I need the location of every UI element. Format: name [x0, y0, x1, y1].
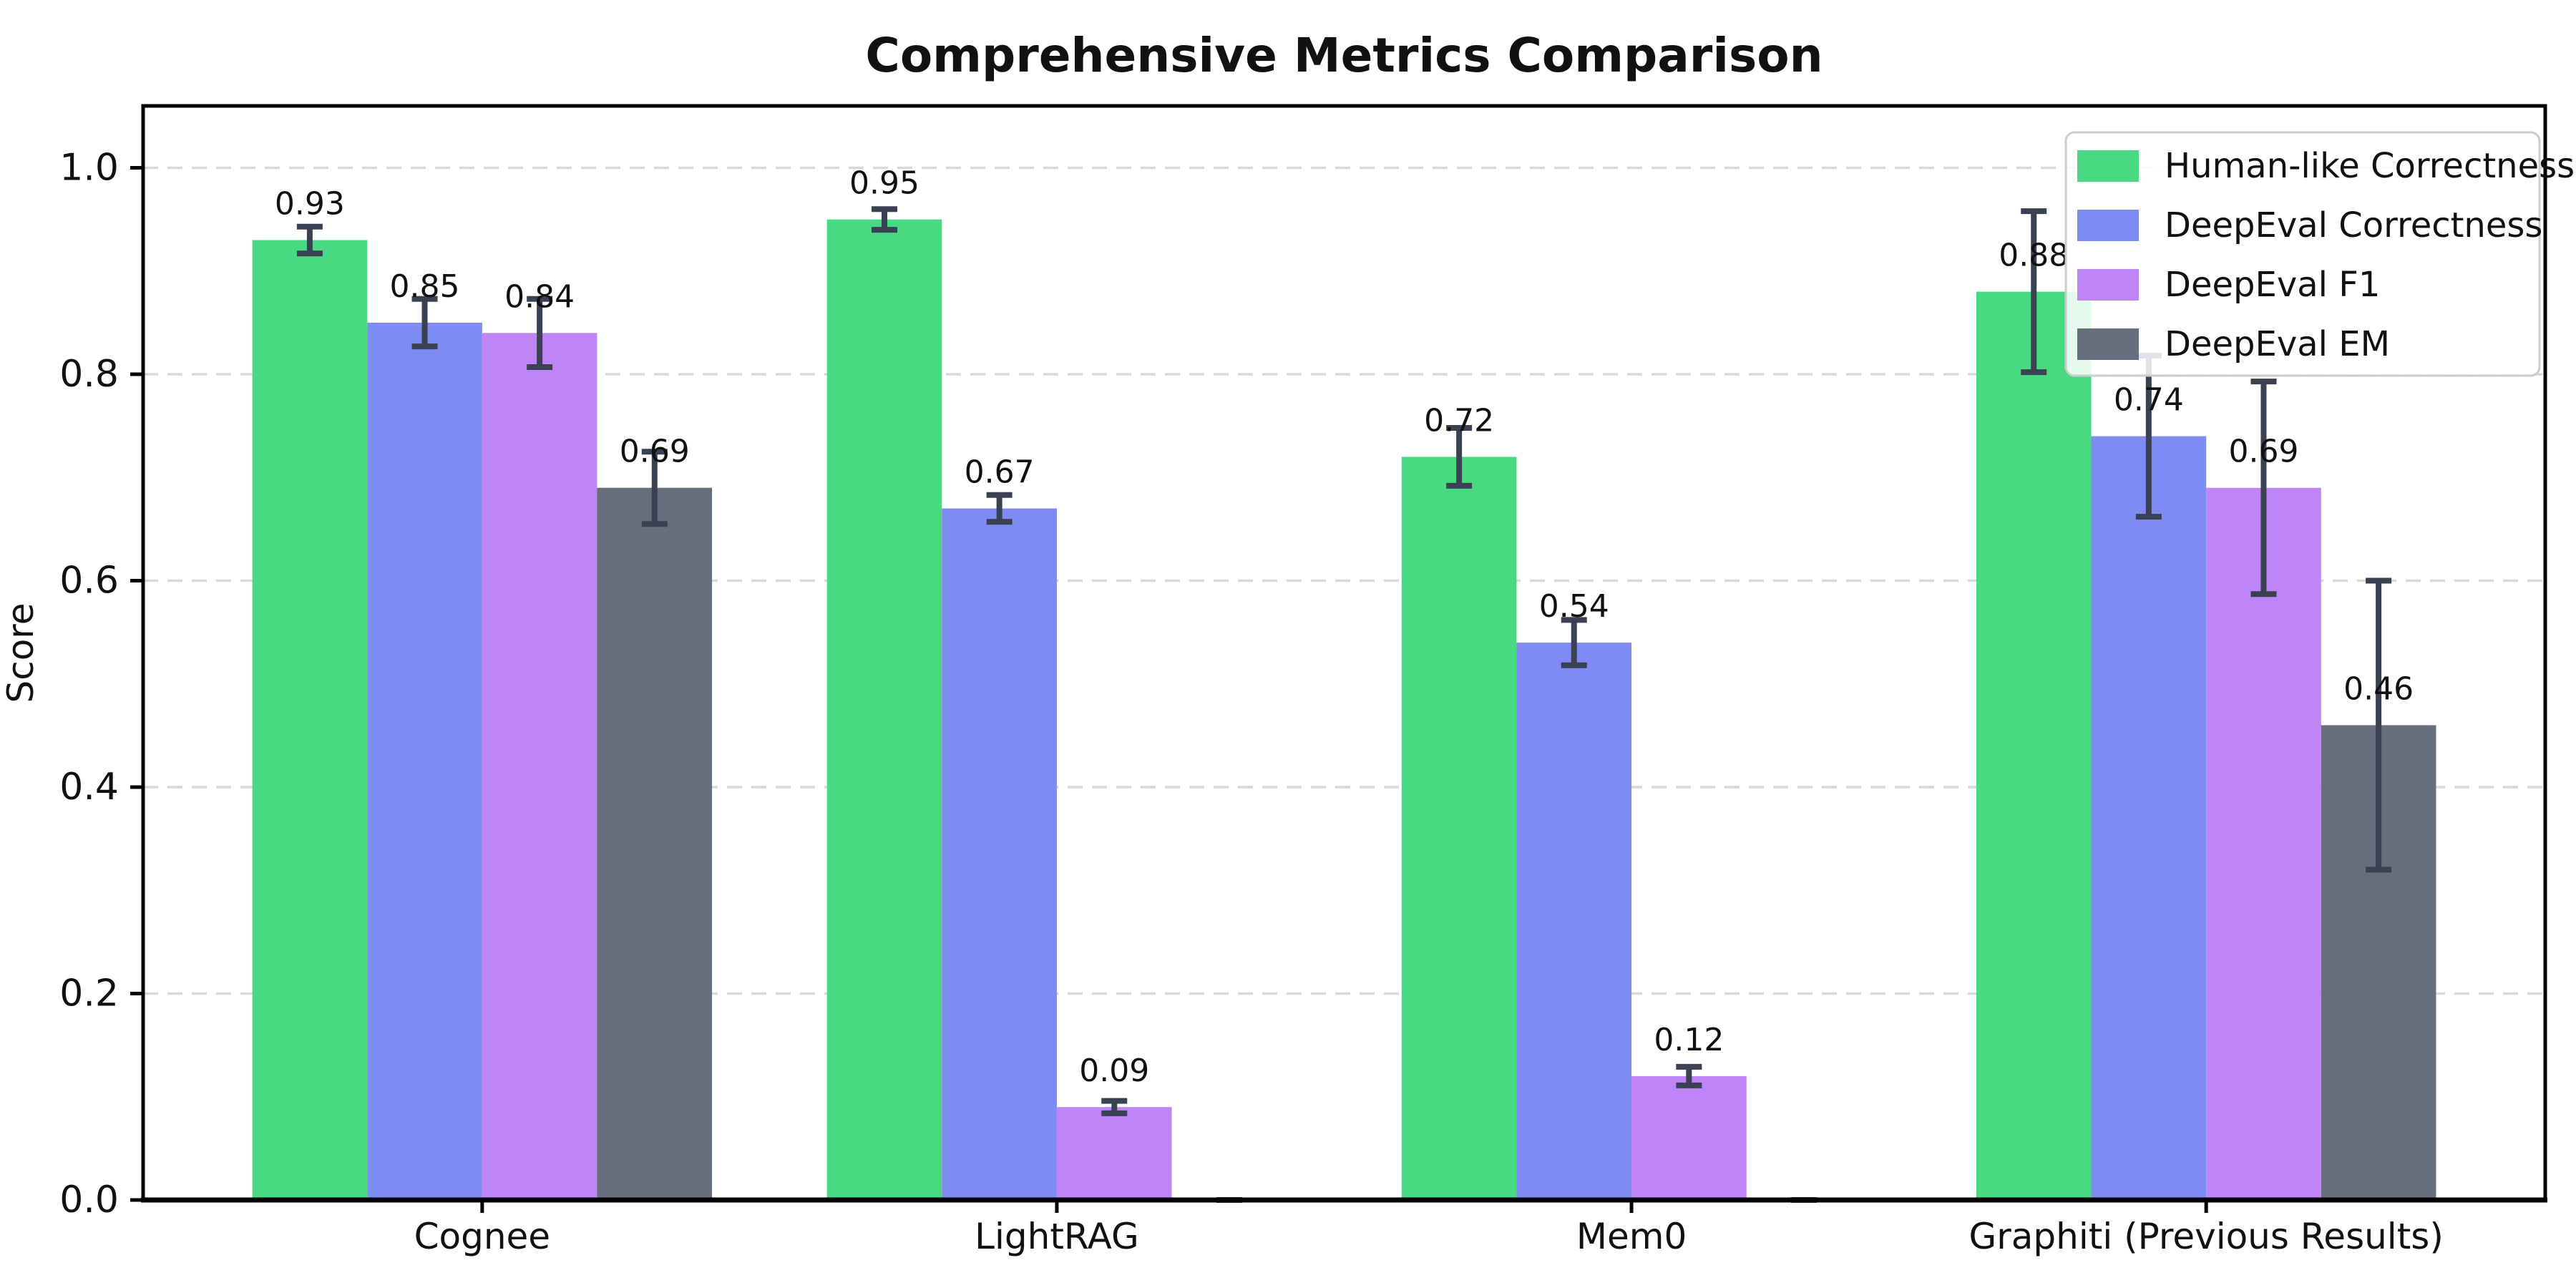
bar: [1056, 1107, 1172, 1200]
legend-swatch: [2077, 269, 2139, 301]
bar: [2091, 436, 2207, 1200]
bar: [1631, 1075, 1747, 1200]
series-2: [367, 322, 2207, 1201]
bar-value-label: 0.54: [1539, 588, 1609, 625]
bar-value-label: 0.88: [1999, 238, 2069, 274]
legend-label: DeepEval F1: [2165, 265, 2380, 305]
bar-value-label: 0.09: [1079, 1053, 1149, 1089]
bar: [597, 487, 713, 1200]
x-tick-label: Graphiti (Previous Results): [1968, 1216, 2443, 1257]
bar-value-label: 0.74: [2114, 382, 2184, 419]
bar: [1401, 457, 1517, 1200]
bar: [1516, 643, 1632, 1200]
y-tick-label: 0.4: [59, 766, 119, 809]
y-tick-label: 0.6: [59, 560, 119, 602]
bar: [367, 322, 482, 1201]
bar: [2206, 487, 2321, 1200]
legend: Human-like Correctness DeepEval Correctne…: [2064, 131, 2575, 377]
bar: [826, 219, 942, 1200]
bar-value-label: 0.72: [1424, 402, 1494, 439]
chart-title: Comprehensive Metrics Comparison: [865, 28, 1823, 83]
series-4: [597, 487, 2436, 1200]
y-axis: 0.0 0.2 0.4 0.6 0.8 1.0: [59, 147, 143, 1221]
bar-value-label: 0.84: [504, 278, 575, 315]
bar-value-label: 0.85: [390, 268, 460, 305]
legend-swatch: [2077, 210, 2139, 241]
legend-label: Human-like Correctness: [2165, 146, 2575, 186]
bar: [942, 508, 1057, 1200]
error-bars: [296, 206, 2392, 1203]
legend-swatch: [2077, 150, 2139, 182]
bar-value-labels: 0.93 0.95 0.72 0.88 0.85 0.67 0.54 0.74 0.84 0.09…: [275, 165, 2414, 1090]
y-tick-label: 0.8: [59, 353, 119, 396]
y-tick-label: 0.0: [59, 1179, 119, 1221]
legend-label: DeepEval EM: [2165, 324, 2390, 364]
bar: [1976, 291, 2092, 1201]
y-tick-label: 0.2: [59, 972, 119, 1015]
legend-label: DeepEval Correctness: [2165, 205, 2542, 245]
bar: [252, 240, 368, 1201]
legend-swatch: [2077, 328, 2139, 360]
bar-value-label: 0.46: [2343, 670, 2414, 707]
bar-value-label: 0.67: [965, 454, 1035, 491]
y-tick-label: 1.0: [59, 147, 119, 190]
x-tick-label: LightRAG: [975, 1216, 1139, 1257]
bar-value-label: 0.12: [1654, 1022, 1724, 1058]
legend-box: [2064, 131, 2541, 377]
bar-value-label: 0.95: [849, 165, 919, 202]
series-1: [252, 219, 2092, 1201]
bar-value-label: 0.69: [620, 434, 690, 470]
series-3: [482, 333, 2321, 1201]
x-tick-label: Cognee: [414, 1216, 550, 1257]
x-tick-label: Mem0: [1576, 1216, 1687, 1257]
y-axis-title: Score: [0, 602, 42, 703]
bar-value-label: 0.93: [275, 186, 345, 223]
x-axis: Cognee LightRAG Mem0 Graphiti (Previous Res…: [414, 1200, 2444, 1257]
bar-groups: [252, 219, 2436, 1201]
bar-value-label: 0.69: [2228, 434, 2298, 470]
bar: [482, 333, 597, 1201]
